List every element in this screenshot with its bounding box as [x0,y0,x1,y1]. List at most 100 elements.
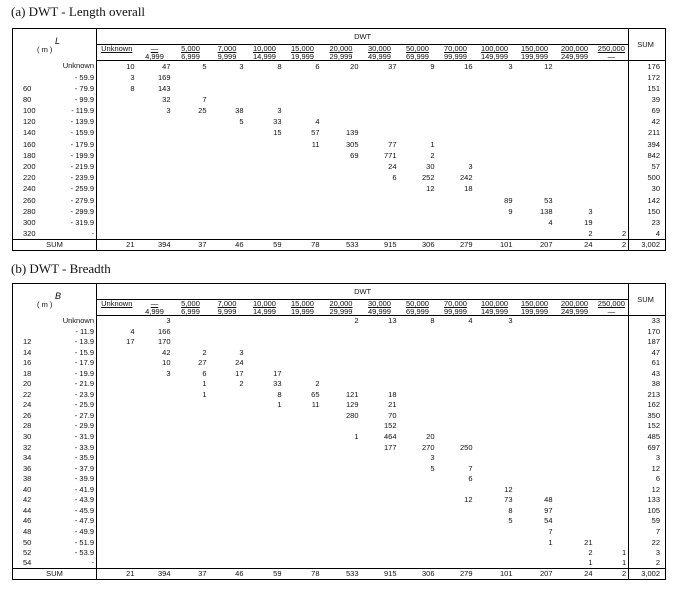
cell [595,195,629,206]
cell [515,94,555,105]
cell [284,105,322,116]
cell [437,105,475,116]
cell [437,228,475,239]
cell [284,505,322,516]
cell [595,442,629,453]
column-header-text: 6,999 [181,51,200,61]
column-header: 200,000 249,999 [554,299,595,316]
row-from: 44 [23,505,32,515]
data-row: 32 - 33.9 177 270 250 697 [12,442,666,453]
row-label: 54 - [12,558,97,569]
cell: 3 [166,316,171,326]
cell [173,217,209,228]
cell [173,484,209,495]
cell [173,195,209,206]
cell [555,347,595,358]
cell [555,139,595,150]
cell [361,116,399,127]
data-row: 48 - 49.9 7 7 [12,526,666,537]
row-from: 34 [23,453,32,463]
cell [555,150,595,161]
cell [284,558,322,569]
row-label: 42 - 43.9 [12,494,97,506]
column-header-text: 99,999 [444,306,467,316]
row-label: 80 - 99.9 [12,94,97,106]
cell [361,83,399,94]
cell: 101 [474,238,515,251]
column-header: 20,000 29,999 [321,299,361,316]
cell [555,379,595,390]
column-header: 30,000 49,999 [360,299,399,316]
cell [555,474,595,485]
cell [246,83,284,94]
cell [361,128,399,139]
cell [475,347,515,358]
column-header-text: 4,999 [145,306,164,316]
cell: 17 [235,368,244,378]
cell: 4 [468,316,473,326]
data-row: 12 - 13.9 17 170 187 [12,336,666,348]
cell [361,463,399,474]
cell: 771 [383,150,397,160]
cell [173,463,209,474]
cell [137,442,173,453]
cell [437,389,475,400]
row-sum: 23 [628,217,666,229]
cell: 21 [388,400,397,410]
cell [322,184,361,195]
row-label: 24 - 25.9 [12,399,97,411]
cell [475,217,515,228]
cell: 37 [388,61,397,71]
column-header-text: — [150,44,159,53]
cell [475,150,515,161]
data-row: 52 - 53.9 2 1 3 [12,547,666,559]
row-to: - 27.9 [74,410,94,420]
column-header: —4,999 [136,299,173,316]
cell [322,495,361,506]
cell [173,228,209,239]
cell [97,526,137,537]
corner-var: L [55,35,61,46]
cell [515,337,555,348]
cell [399,379,437,390]
cell [399,206,437,217]
cell: 915 [360,238,399,251]
cell [284,228,322,239]
cell: 139 [345,128,359,138]
cell [322,463,361,474]
cell: 7 [468,463,473,473]
cell: 1 [588,558,593,568]
cell: 18 [388,389,397,399]
cell [284,463,322,474]
row-label: 180 - 199.9 [12,150,97,162]
cell [137,161,173,172]
data-row: - 59.9 3 169 172 [12,71,666,83]
cell [515,116,555,127]
cell: 4 [315,117,320,127]
cell: 279 [436,568,475,580]
cell [209,537,246,548]
column-header-text: 49,999 [368,51,391,61]
cell [246,195,284,206]
row-from: 18 [23,368,32,378]
cell [515,421,555,432]
cell [137,116,173,127]
row-label: 28 - 29.9 [12,420,97,432]
cell [437,379,475,390]
cell [515,474,555,485]
row-sum: 500 [628,172,666,184]
cell: 1 [277,400,282,410]
dwt-label: DWT [96,283,629,300]
cell [97,410,137,421]
row-label: 120 - 139.9 [12,116,97,128]
row-sum: 57 [628,161,666,173]
data-row: 44 - 45.9 8 97 105 [12,505,666,516]
cell: 3 [239,61,244,71]
column-header: 250,000— [594,299,629,316]
cell: 25 [198,106,207,116]
cell [322,172,361,183]
column-header: —4,999 [136,44,173,61]
cell [137,484,173,495]
cell [475,463,515,474]
cell [475,94,515,105]
